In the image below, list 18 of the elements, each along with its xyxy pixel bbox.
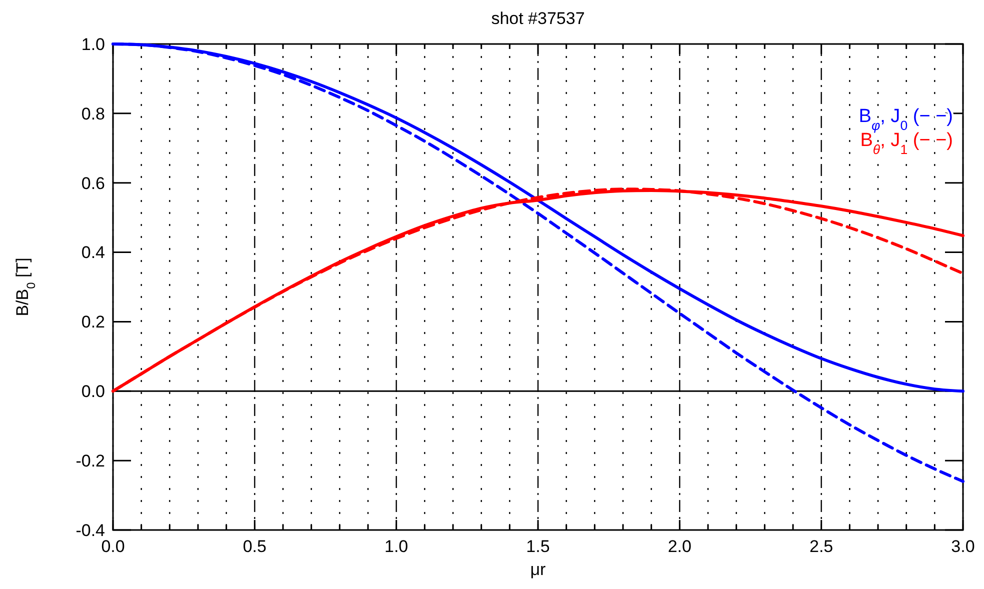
x-tick-label: 2.5: [810, 537, 834, 556]
x-tick-label: 1.5: [526, 537, 550, 556]
y-tick-label: -0.4: [76, 520, 105, 540]
y-tick-label: 0.0: [81, 382, 105, 402]
y-tick-label: 0.6: [81, 174, 105, 193]
y-tick-label: 0.2: [81, 312, 105, 332]
x-tick-label: 0.5: [242, 537, 266, 556]
x-tick-label: 0.0: [101, 537, 125, 556]
x-tick-label: 1.0: [384, 537, 408, 556]
y-tick-label: 1.0: [81, 34, 105, 54]
y-tick-label: 0.4: [81, 243, 105, 262]
x-tick-label: 2.0: [668, 537, 692, 556]
x-axis-title: μr: [530, 560, 546, 579]
y-tick-label: -0.2: [76, 452, 105, 471]
text: B$_{φ}$, J$_{0}$ (− −): [858, 106, 953, 132]
y-tick-label: 0.8: [81, 104, 105, 124]
x-tick-label: 3.0: [951, 537, 975, 556]
chart-title: shot #37537: [491, 9, 585, 28]
